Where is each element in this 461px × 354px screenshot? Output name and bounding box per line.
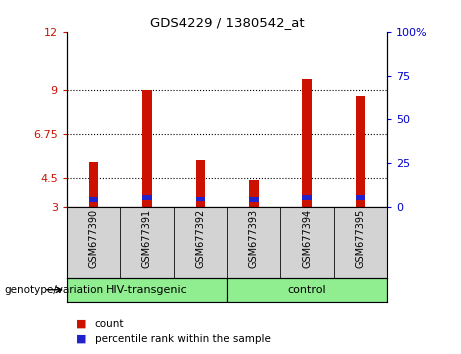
Bar (356, 195, 366, 200)
Text: GSM677394: GSM677394 (302, 209, 312, 268)
Bar (195, 196, 205, 201)
Bar (67, 207, 120, 278)
Title: GDS4229 / 1380542_at: GDS4229 / 1380542_at (150, 16, 304, 29)
Bar (280, 207, 334, 278)
Bar (89, 162, 98, 207)
Text: ■: ■ (76, 319, 87, 329)
Bar (142, 90, 152, 207)
Text: HIV-transgenic: HIV-transgenic (106, 285, 188, 295)
Text: genotype/variation: genotype/variation (5, 285, 104, 295)
Text: control: control (288, 285, 326, 295)
Bar (227, 207, 280, 278)
Bar (67, 278, 227, 302)
Text: GSM677393: GSM677393 (249, 209, 259, 268)
Bar (195, 160, 205, 207)
Bar (89, 198, 98, 202)
Bar (227, 278, 387, 302)
Bar (249, 180, 259, 207)
Text: GSM677392: GSM677392 (195, 209, 205, 268)
Bar (174, 207, 227, 278)
Bar (356, 96, 366, 207)
Text: percentile rank within the sample: percentile rank within the sample (95, 334, 271, 344)
Bar (334, 207, 387, 278)
Text: GSM677391: GSM677391 (142, 209, 152, 268)
Bar (120, 207, 174, 278)
Text: GSM677390: GSM677390 (89, 209, 99, 268)
Bar (249, 198, 259, 202)
Text: GSM677395: GSM677395 (355, 209, 366, 268)
Bar (302, 79, 312, 207)
Bar (302, 195, 312, 200)
Text: ■: ■ (76, 334, 87, 344)
Bar (142, 195, 152, 200)
Text: count: count (95, 319, 124, 329)
